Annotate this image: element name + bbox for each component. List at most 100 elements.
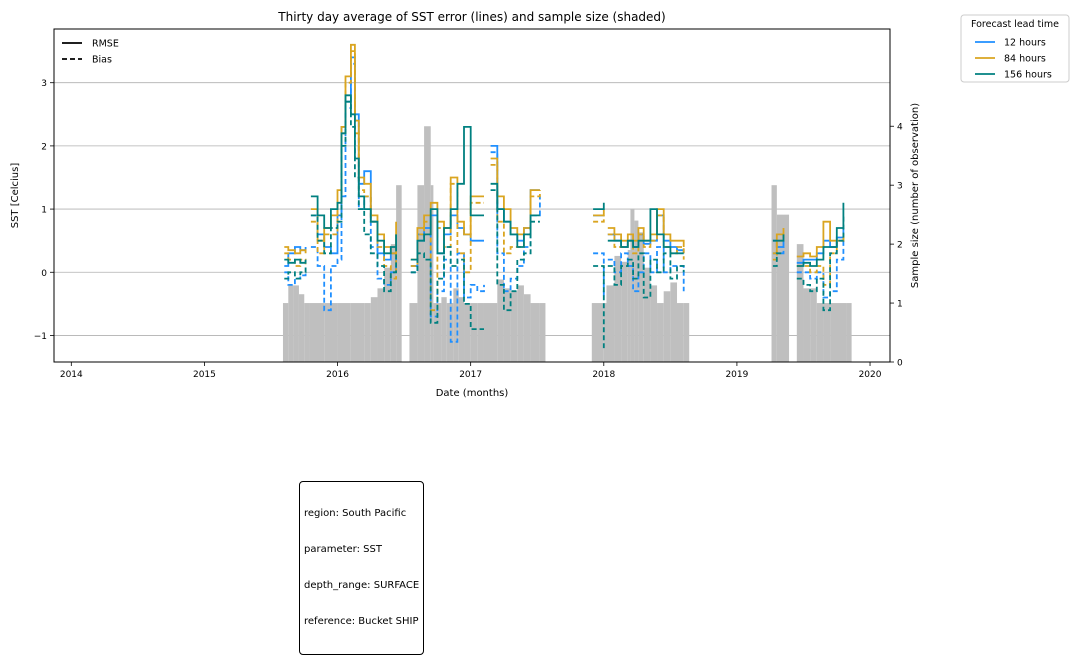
sample-size-bar <box>663 291 671 362</box>
bias-line <box>772 252 784 267</box>
sample-size-bar <box>523 294 531 362</box>
bias-line <box>284 271 307 286</box>
sample-size-bar <box>497 279 504 362</box>
x-tick-label: 2017 <box>459 370 482 380</box>
info-parameter: parameter: SST <box>304 544 382 555</box>
sample-size-bar <box>816 303 824 362</box>
info-reference: reference: Bucket SHIP <box>304 616 419 627</box>
sample-size-bar <box>771 185 777 362</box>
sample-size-bar <box>489 303 498 362</box>
bias-line <box>490 189 540 312</box>
sample-size-bar <box>683 303 690 362</box>
rmse-line <box>593 202 605 210</box>
rmse-line <box>607 208 684 255</box>
sample-size-bar <box>670 282 678 362</box>
rmse-line <box>796 220 845 258</box>
rmse-line <box>490 157 540 236</box>
bias-line <box>490 164 541 255</box>
sample-size-bar <box>441 297 447 362</box>
series-legend-label: 156 hours <box>1004 70 1052 81</box>
bias-line <box>593 252 605 298</box>
axis-ticks: 2014 2015 2016 2017 2018 2019 2020 −1 0 1 2 3 0 1 2 3 4 <box>34 79 903 380</box>
series-legend-label: 84 hours <box>1004 54 1046 65</box>
sample-size-bar <box>298 294 305 362</box>
sample-size-bar <box>776 214 784 362</box>
sample-size-bar <box>464 303 471 362</box>
grid-lines <box>54 82 890 336</box>
info-region: region: South Pacific <box>304 508 407 519</box>
rmse-line <box>593 209 605 217</box>
sample-size-bar <box>417 185 425 362</box>
sample-size-bar <box>483 303 490 362</box>
rmse-line <box>772 228 785 255</box>
sample-size-bar <box>433 303 442 362</box>
sample-size-bar <box>424 126 431 362</box>
info-box: region: South Pacific parameter: SST dep… <box>299 481 425 655</box>
y2-tick-label: 4 <box>897 123 903 133</box>
rmse-line <box>490 182 540 248</box>
rmse-line <box>772 234 785 242</box>
sample-size-bar <box>288 285 294 362</box>
sample-size-bar <box>530 303 540 362</box>
sample-size-bar <box>657 303 664 362</box>
sample-size-bar <box>470 303 478 362</box>
sample-size-bar <box>677 303 684 362</box>
chart-svg: 2014 2015 2016 2017 2018 2019 2020−1012301234 … <box>10 10 1070 399</box>
series-legend-label: 12 hours <box>1004 38 1046 49</box>
sample-size-bar <box>453 288 459 362</box>
y-tick-label: 1 <box>41 206 47 216</box>
chart-figure: 2014 2015 2016 2017 2018 2019 2020 −1 0 1 2 3 0 1 2 3 4 … <box>10 10 1070 655</box>
sample-size-bar <box>627 250 631 362</box>
sample-size-bar <box>390 244 397 362</box>
y2-tick-label: 1 <box>897 300 903 310</box>
x-tick-label: 2020 <box>859 370 882 380</box>
rmse-line <box>284 258 307 264</box>
bias-line <box>410 246 484 330</box>
sample-size-bar <box>282 303 289 362</box>
sample-size-bar <box>293 285 299 362</box>
sample-size-bar <box>458 297 465 362</box>
sample-size-bar <box>384 267 391 362</box>
rmse-line <box>284 246 307 255</box>
y2-tick-label: 2 <box>897 241 903 251</box>
x-tick-label: 2018 <box>592 370 615 380</box>
sample-size-bar <box>370 297 378 362</box>
sample-size-bar <box>830 303 847 362</box>
rmse-line <box>607 208 685 247</box>
sample-size-bar <box>350 303 365 362</box>
sample-size-bar <box>606 285 615 362</box>
x-tick-label: 2014 <box>60 370 83 380</box>
sample-size-bar <box>503 288 511 362</box>
sample-size-bar <box>803 288 811 362</box>
info-depth-range: depth_range: SURFACE <box>304 580 420 591</box>
y-tick-label: −1 <box>34 332 47 342</box>
plot-frame <box>53 28 891 363</box>
series-legend: Forecast lead time 12 hours 84 hours 156 ho… <box>960 14 1070 83</box>
style-legend-label: RMSE <box>92 39 119 50</box>
bias-line <box>593 265 605 349</box>
y2-tick-label: 0 <box>897 359 903 369</box>
sample-size-bar <box>638 232 644 362</box>
sample-size-bar <box>539 303 546 362</box>
sample-size-bar <box>591 303 604 362</box>
y2-axis-label: Sample size (number of observation) <box>910 103 921 288</box>
sample-size-bar <box>337 303 351 362</box>
sample-size-bar <box>650 285 658 362</box>
y-tick-label: 3 <box>41 79 47 89</box>
rmse-line <box>796 202 845 267</box>
series-legend-title: Forecast lead time <box>971 19 1059 30</box>
sample-size-bar <box>643 267 651 362</box>
sample-size-bar <box>846 303 852 362</box>
sample-size-bar <box>614 255 622 362</box>
y-tick-label: 0 <box>41 269 47 279</box>
sample-size-bar <box>796 244 804 362</box>
y-tick-label: 2 <box>41 142 47 152</box>
sample-size-bar <box>810 288 817 362</box>
chart-title: Thirty day average of SST error (lines) … <box>277 10 665 24</box>
x-axis-label: Date (months) <box>436 388 509 399</box>
bias-line <box>310 100 397 293</box>
bias-line <box>796 215 845 312</box>
sample-size-bar <box>517 285 524 362</box>
x-tick-label: 2016 <box>326 370 349 380</box>
sample-size-bar <box>621 261 628 362</box>
